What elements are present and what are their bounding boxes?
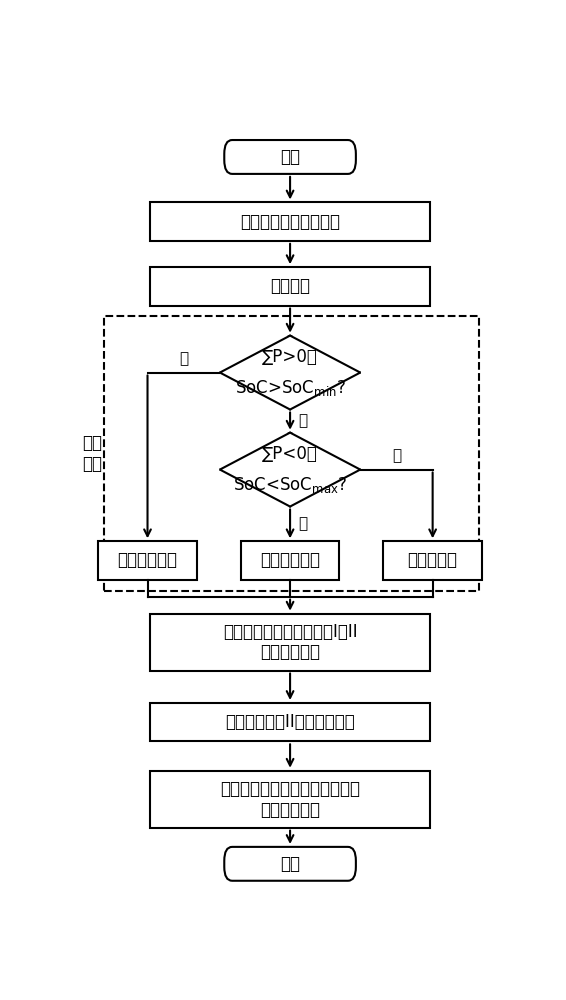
Polygon shape (220, 433, 361, 507)
Bar (104, 316, 479, 591)
FancyBboxPatch shape (224, 847, 356, 881)
Text: 储能放电模式: 储能放电模式 (118, 551, 178, 569)
Bar (383, 541, 482, 580)
Bar (220, 336, 361, 410)
Text: 否: 否 (392, 448, 401, 463)
Text: 实时电气量检测与传输: 实时电气量检测与传输 (240, 213, 340, 231)
Bar (98, 541, 197, 580)
Polygon shape (220, 336, 361, 410)
Bar (241, 541, 340, 580)
Text: ∑P>0且: ∑P>0且 (262, 347, 318, 365)
Text: ∑P>0且: ∑P>0且 (262, 348, 318, 366)
Text: 无储能模式: 无储能模式 (408, 551, 458, 569)
Text: 功率计算: 功率计算 (270, 277, 310, 295)
Text: 储能充电模式: 储能充电模式 (260, 551, 320, 569)
Text: 是: 是 (179, 351, 188, 366)
Text: SoC<SoCmax?: SoC<SoCmax? (229, 478, 351, 496)
Text: SoC<SoC$_{\mathrm{max}}$?: SoC<SoC$_{\mathrm{max}}$? (233, 475, 347, 495)
Text: 否: 否 (298, 414, 307, 429)
Bar (149, 703, 431, 741)
Bar (149, 202, 431, 241)
Bar (220, 433, 361, 507)
Polygon shape (220, 433, 361, 507)
Text: ∑P<0且: ∑P<0且 (262, 445, 318, 463)
Bar (149, 614, 431, 671)
Polygon shape (220, 336, 361, 410)
Text: 储能系统、潮流控制设备I和II
参考功率分配: 储能系统、潮流控制设备I和II 参考功率分配 (223, 623, 357, 661)
Text: 模式
选择: 模式 选择 (82, 434, 102, 473)
Text: SoC>SoC$_{\mathrm{min}}$?: SoC>SoC$_{\mathrm{min}}$? (235, 378, 345, 398)
Text: ∑P<0且: ∑P<0且 (262, 444, 318, 462)
FancyBboxPatch shape (224, 140, 356, 174)
Bar (149, 267, 431, 306)
Text: SoC>SoCmin?: SoC>SoCmin? (231, 380, 349, 398)
Text: 是: 是 (298, 516, 307, 531)
Text: 结束: 结束 (280, 855, 300, 873)
Text: 潮流控制设备II参考功率计算: 潮流控制设备II参考功率计算 (225, 713, 355, 731)
Text: 开始: 开始 (280, 148, 300, 166)
Text: 参考功率传输给各本地控制系统
进行实时控制: 参考功率传输给各本地控制系统 进行实时控制 (220, 780, 360, 819)
Bar (149, 771, 431, 828)
